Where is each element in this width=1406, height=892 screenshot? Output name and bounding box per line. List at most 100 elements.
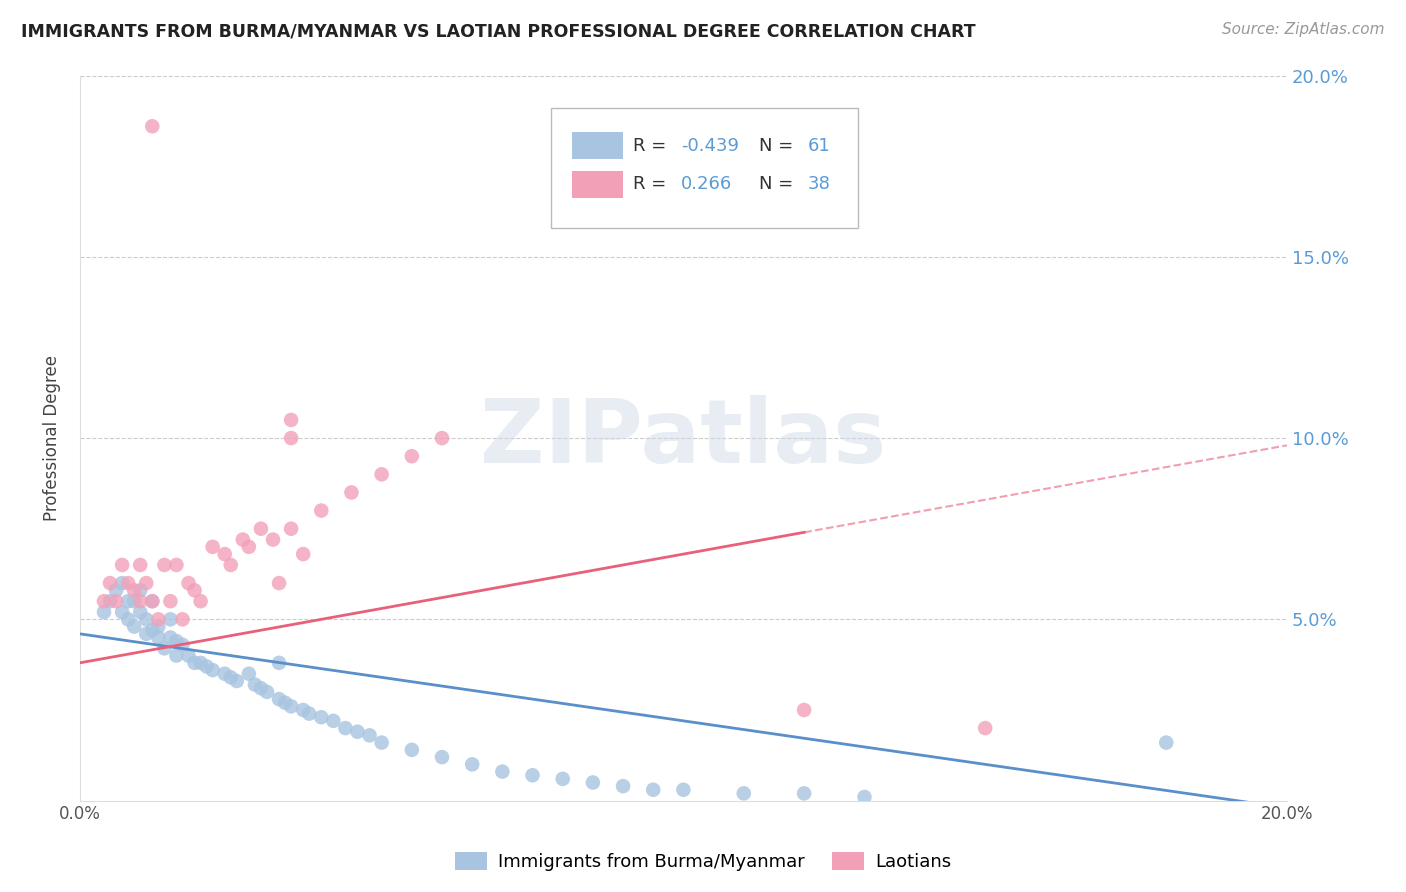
Point [430, 750, 453, 764]
Point [238, 666, 260, 681]
Point [159, 631, 181, 645]
FancyBboxPatch shape [572, 171, 623, 198]
Point [250, 681, 273, 696]
Point [122, 583, 145, 598]
Point [370, 736, 392, 750]
Point [430, 431, 453, 445]
Y-axis label: Professional Degree: Professional Degree [44, 355, 60, 521]
Text: -0.439: -0.439 [681, 136, 740, 155]
Point [298, 706, 321, 721]
Point [172, 612, 194, 626]
Point [401, 449, 423, 463]
Point [1154, 736, 1177, 750]
Point [129, 558, 152, 572]
Point [165, 634, 187, 648]
Point [148, 619, 170, 633]
Point [582, 775, 605, 789]
Point [232, 533, 254, 547]
Point [612, 779, 634, 793]
Point [461, 757, 484, 772]
Point [359, 728, 381, 742]
Text: R =: R = [633, 136, 672, 155]
Point [141, 120, 163, 134]
Point [190, 656, 212, 670]
Point [280, 413, 302, 427]
Text: N =: N = [759, 176, 800, 194]
Text: 61: 61 [807, 136, 831, 155]
Point [93, 605, 115, 619]
Point [190, 594, 212, 608]
Point [551, 772, 574, 786]
Point [129, 594, 152, 608]
FancyBboxPatch shape [551, 108, 859, 227]
Point [98, 576, 121, 591]
Point [129, 583, 152, 598]
Point [491, 764, 513, 779]
Point [974, 721, 997, 735]
Text: 38: 38 [807, 176, 831, 194]
Point [672, 782, 695, 797]
Point [267, 656, 290, 670]
Point [93, 594, 115, 608]
Point [172, 638, 194, 652]
Point [117, 612, 139, 626]
Point [159, 612, 181, 626]
Point [183, 583, 205, 598]
Point [105, 583, 128, 598]
Point [311, 503, 333, 517]
Point [522, 768, 544, 782]
Point [135, 576, 157, 591]
Point [122, 619, 145, 633]
Point [135, 627, 157, 641]
Point [214, 666, 236, 681]
Point [201, 663, 224, 677]
Point [201, 540, 224, 554]
Point [793, 703, 815, 717]
Point [238, 540, 260, 554]
Point [733, 786, 755, 800]
Legend: Immigrants from Burma/Myanmar, Laotians: Immigrants from Burma/Myanmar, Laotians [447, 845, 959, 879]
Point [243, 677, 266, 691]
Point [280, 699, 302, 714]
Point [214, 547, 236, 561]
Point [195, 659, 218, 673]
Point [183, 656, 205, 670]
Point [280, 431, 302, 445]
Text: ZIPatlas: ZIPatlas [481, 394, 887, 482]
Point [274, 696, 297, 710]
Point [105, 594, 128, 608]
FancyBboxPatch shape [572, 132, 623, 160]
Point [135, 612, 157, 626]
Text: N =: N = [759, 136, 800, 155]
Point [292, 703, 315, 717]
Point [853, 789, 876, 804]
Point [401, 743, 423, 757]
Point [98, 594, 121, 608]
Point [335, 721, 357, 735]
Text: R =: R = [633, 176, 672, 194]
Point [643, 782, 665, 797]
Point [111, 605, 134, 619]
Point [256, 685, 278, 699]
Text: IMMIGRANTS FROM BURMA/MYANMAR VS LAOTIAN PROFESSIONAL DEGREE CORRELATION CHART: IMMIGRANTS FROM BURMA/MYANMAR VS LAOTIAN… [21, 22, 976, 40]
Point [793, 786, 815, 800]
Point [346, 724, 368, 739]
Point [225, 673, 247, 688]
Point [219, 670, 242, 684]
Point [153, 558, 176, 572]
Text: Source: ZipAtlas.com: Source: ZipAtlas.com [1222, 22, 1385, 37]
Point [148, 631, 170, 645]
Text: 0.266: 0.266 [681, 176, 733, 194]
Point [117, 576, 139, 591]
Point [111, 558, 134, 572]
Point [148, 612, 170, 626]
Point [322, 714, 344, 728]
Point [219, 558, 242, 572]
Point [141, 594, 163, 608]
Point [280, 522, 302, 536]
Point [165, 558, 187, 572]
Point [153, 641, 176, 656]
Point [262, 533, 284, 547]
Point [117, 594, 139, 608]
Point [250, 522, 273, 536]
